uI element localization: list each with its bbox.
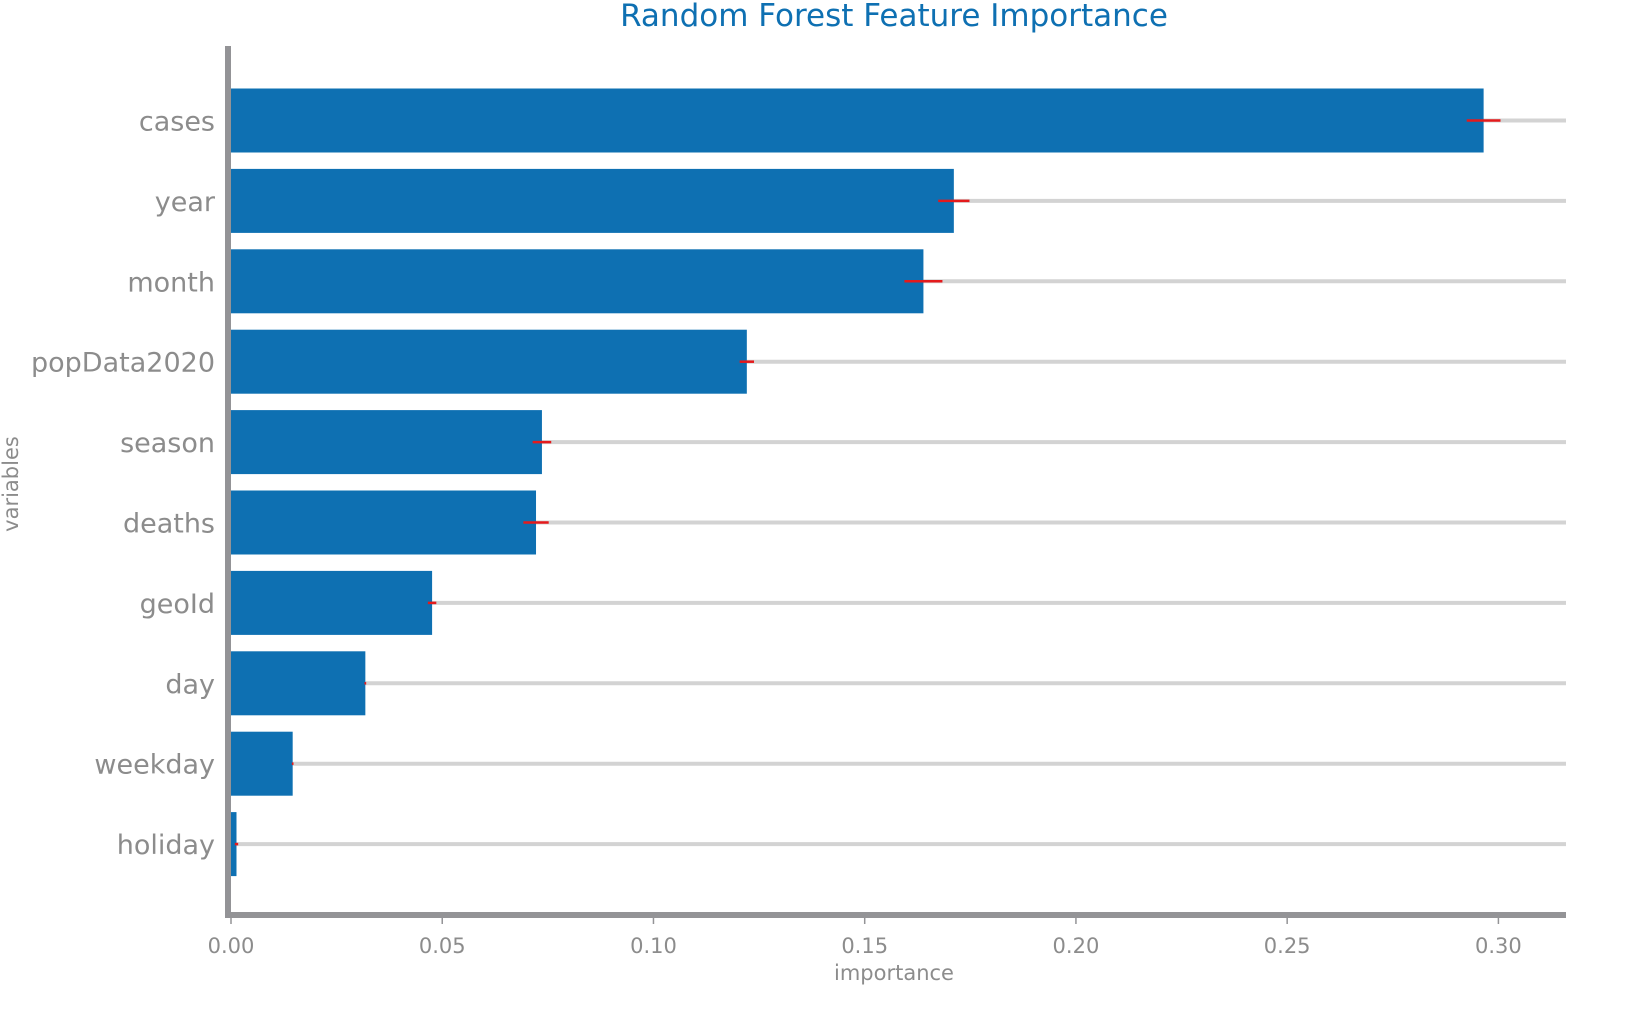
y-tick-label: year (155, 187, 216, 218)
x-tick-labels: 0.00 0.05 0.10 0.15 0.20 0.25 0.30 (208, 918, 1522, 958)
y-tick-label: holiday (117, 830, 215, 861)
bar-weekday (231, 732, 293, 796)
y-tick-label: cases (139, 107, 215, 138)
y-axis-label: variables (0, 436, 23, 532)
x-tick-label: 0.30 (1475, 934, 1522, 958)
bar-geoId (231, 571, 432, 635)
bar-year (231, 169, 954, 233)
y-axis-line (225, 46, 231, 918)
bar-deaths (231, 491, 536, 555)
y-tick-label: geoId (140, 589, 215, 620)
bar-month (231, 249, 923, 313)
y-tick-label: popData2020 (31, 348, 215, 379)
y-tick-label: month (127, 267, 215, 298)
y-tick-label: day (165, 669, 215, 700)
bar-season (231, 410, 542, 474)
x-tick-label: 0.10 (630, 934, 677, 958)
bars-group (231, 89, 1484, 877)
bar-cases (231, 89, 1484, 153)
y-tick-label: deaths (123, 509, 215, 540)
x-axis-label: importance (834, 961, 954, 985)
x-tick-label: 0.15 (841, 934, 888, 958)
x-tick-label: 0.05 (419, 934, 466, 958)
chart-title: Random Forest Feature Importance (620, 0, 1168, 34)
bar-popData2020 (231, 330, 747, 394)
x-axis-line (225, 912, 1566, 918)
x-tick-label: 0.20 (1053, 934, 1100, 958)
y-tick-labels: cases year month popData2020 season deaths geo… (31, 107, 216, 862)
y-tick-label: season (120, 428, 215, 459)
y-tick-label: weekday (94, 750, 215, 781)
x-tick-label: 0.25 (1264, 934, 1311, 958)
x-tick-label: 0.00 (208, 934, 255, 958)
bar-day (231, 651, 365, 715)
